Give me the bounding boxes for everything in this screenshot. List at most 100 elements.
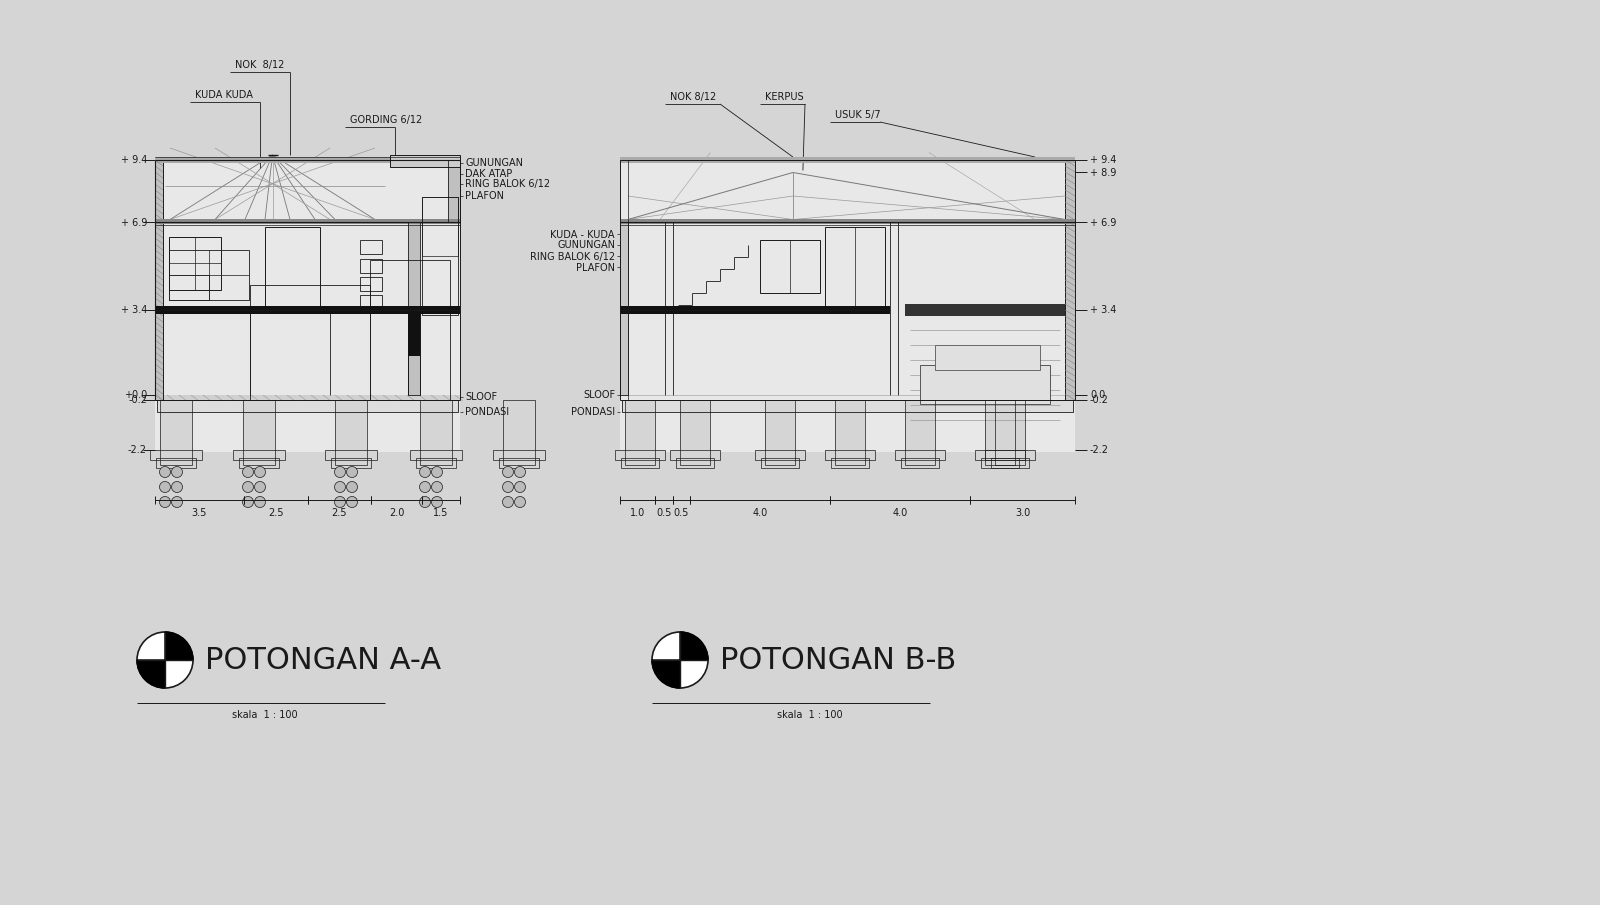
Text: 3.5: 3.5 — [192, 508, 206, 518]
Text: PONDASI: PONDASI — [571, 407, 614, 417]
Bar — [360, 259, 382, 272]
Bar — [1066, 160, 1075, 400]
Bar — [835, 400, 866, 465]
Bar — [755, 450, 805, 460]
Bar — [360, 294, 382, 309]
Circle shape — [432, 481, 443, 492]
Text: 0.5: 0.5 — [674, 508, 690, 518]
Bar — [670, 450, 720, 460]
Text: -0.2: -0.2 — [1090, 395, 1109, 405]
Bar — [826, 450, 875, 460]
Bar — [157, 458, 195, 468]
Bar — [155, 157, 461, 163]
Text: +0.0: +0.0 — [123, 390, 147, 400]
Bar — [448, 160, 461, 223]
Text: KUDA - KUDA: KUDA - KUDA — [550, 230, 614, 240]
Text: RING BALOK 6/12: RING BALOK 6/12 — [530, 252, 614, 262]
Bar — [390, 157, 461, 167]
Text: -2.2: -2.2 — [128, 445, 147, 455]
Bar — [830, 458, 869, 468]
Bar — [155, 160, 163, 400]
Text: 3.0: 3.0 — [1014, 508, 1030, 518]
Circle shape — [502, 481, 514, 492]
Text: 0.0: 0.0 — [1090, 390, 1106, 400]
Text: + 3.4: + 3.4 — [1090, 305, 1117, 315]
Text: 0.5: 0.5 — [656, 508, 672, 518]
Bar — [626, 400, 654, 465]
Bar — [160, 400, 192, 465]
Bar — [675, 458, 714, 468]
Bar — [157, 458, 195, 468]
Bar — [234, 450, 285, 460]
Bar — [243, 400, 275, 465]
Bar — [419, 400, 453, 465]
Bar — [621, 157, 1075, 163]
Bar — [765, 400, 795, 465]
Text: skala  1 : 100: skala 1 : 100 — [232, 710, 298, 720]
Circle shape — [171, 481, 182, 492]
Bar — [170, 250, 250, 300]
Bar — [995, 400, 1026, 465]
Bar — [762, 458, 798, 468]
Bar — [906, 400, 934, 465]
Text: 4.0: 4.0 — [752, 508, 768, 518]
Bar — [680, 400, 710, 465]
Bar — [157, 400, 458, 412]
Bar — [990, 458, 1029, 468]
Bar — [448, 160, 461, 223]
Circle shape — [243, 497, 253, 508]
Text: POTONGAN A-A: POTONGAN A-A — [205, 645, 442, 674]
Bar — [1066, 160, 1075, 400]
Circle shape — [171, 497, 182, 508]
Bar — [622, 400, 1074, 412]
Circle shape — [515, 497, 525, 508]
Bar — [920, 365, 1050, 404]
Circle shape — [160, 481, 171, 492]
Circle shape — [160, 466, 171, 478]
Bar — [614, 450, 666, 460]
Text: 4.0: 4.0 — [893, 508, 907, 518]
Bar — [906, 304, 1066, 316]
Bar — [150, 450, 202, 460]
Bar — [422, 197, 458, 315]
Bar — [493, 450, 546, 460]
Bar — [826, 450, 875, 460]
Bar — [238, 458, 278, 468]
Bar — [622, 400, 1074, 412]
Bar — [986, 400, 1014, 465]
Text: 1.5: 1.5 — [434, 508, 448, 518]
Circle shape — [653, 632, 707, 688]
Circle shape — [254, 466, 266, 478]
Bar — [765, 400, 795, 465]
Bar — [621, 306, 890, 314]
Circle shape — [432, 466, 443, 478]
Circle shape — [419, 481, 430, 492]
Text: PONDASI: PONDASI — [466, 407, 509, 417]
Bar — [155, 160, 163, 400]
Bar — [334, 400, 366, 465]
Bar — [986, 450, 1035, 460]
Bar — [370, 260, 450, 400]
Text: skala  1 : 100: skala 1 : 100 — [778, 710, 843, 720]
Wedge shape — [653, 660, 680, 688]
Bar — [626, 400, 654, 465]
Bar — [981, 458, 1019, 468]
Wedge shape — [165, 632, 194, 660]
Bar — [906, 400, 934, 465]
Bar — [410, 450, 462, 460]
Text: 2.5: 2.5 — [331, 508, 347, 518]
Bar — [621, 158, 1075, 452]
Bar — [894, 450, 946, 460]
Text: + 3.4: + 3.4 — [120, 305, 147, 315]
Circle shape — [347, 481, 357, 492]
Text: PLAFON: PLAFON — [576, 262, 614, 272]
Text: NOK  8/12: NOK 8/12 — [235, 60, 285, 70]
Text: + 8.9: + 8.9 — [1090, 167, 1117, 177]
Circle shape — [419, 497, 430, 508]
Circle shape — [515, 466, 525, 478]
Text: + 9.4: + 9.4 — [1090, 155, 1117, 165]
Bar — [502, 400, 534, 465]
Bar — [499, 458, 539, 468]
Bar — [250, 285, 370, 400]
Circle shape — [171, 466, 182, 478]
